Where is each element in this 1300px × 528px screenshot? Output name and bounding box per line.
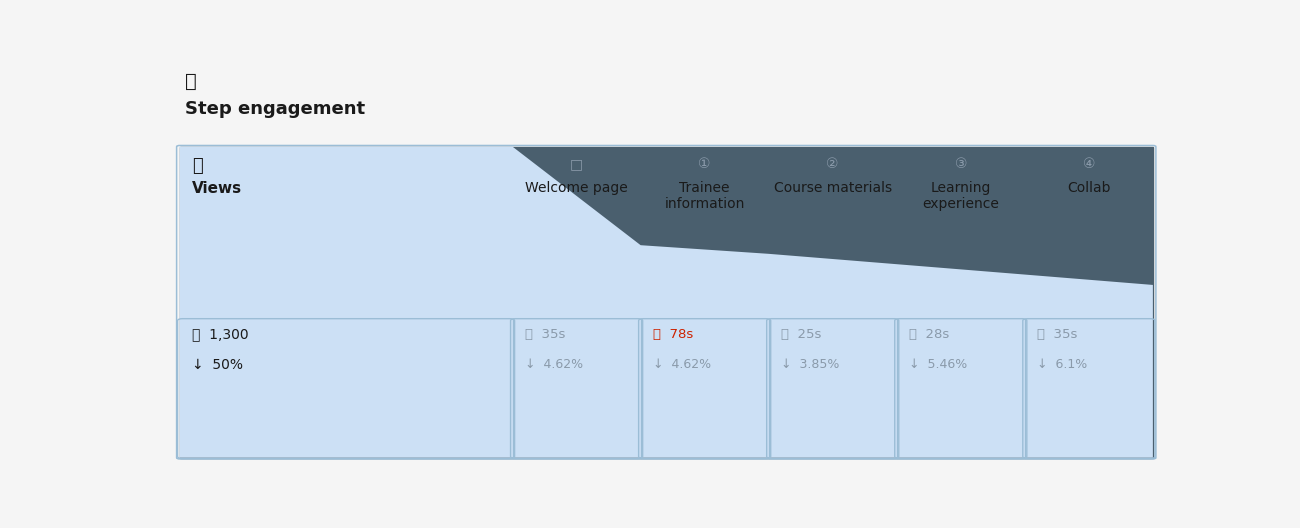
- Text: ④: ④: [1083, 157, 1095, 171]
- Text: ⏱  78s: ⏱ 78s: [653, 327, 693, 341]
- Text: Welcome page: Welcome page: [525, 181, 628, 195]
- Text: ↓  4.62%: ↓ 4.62%: [653, 358, 711, 371]
- Text: ⦿: ⦿: [191, 157, 203, 175]
- Text: 🗐: 🗐: [185, 71, 196, 90]
- Text: ↓  5.46%: ↓ 5.46%: [909, 358, 967, 371]
- Polygon shape: [179, 147, 1153, 458]
- Text: ①: ①: [698, 157, 711, 171]
- Text: Collab: Collab: [1067, 181, 1110, 195]
- Text: ↓  6.1%: ↓ 6.1%: [1037, 358, 1087, 371]
- Text: ↓  50%: ↓ 50%: [191, 358, 243, 372]
- Text: Views: Views: [191, 181, 242, 196]
- Text: Trainee
information: Trainee information: [664, 181, 745, 211]
- Text: Course materials: Course materials: [774, 181, 892, 195]
- Text: ⏱  35s: ⏱ 35s: [525, 327, 566, 341]
- Text: Step engagement: Step engagement: [185, 100, 365, 118]
- Text: ③: ③: [954, 157, 967, 171]
- Text: Learning
experience: Learning experience: [922, 181, 1000, 211]
- Text: ⦿  1,300: ⦿ 1,300: [191, 327, 248, 342]
- Text: ↓  4.62%: ↓ 4.62%: [525, 358, 582, 371]
- Text: ⏱  25s: ⏱ 25s: [781, 327, 822, 341]
- Text: ②: ②: [827, 157, 839, 171]
- Text: □: □: [569, 157, 584, 171]
- Text: ⏱  28s: ⏱ 28s: [909, 327, 949, 341]
- Text: ⏱  35s: ⏱ 35s: [1037, 327, 1078, 341]
- Bar: [179, 147, 1153, 458]
- Text: ↓  3.85%: ↓ 3.85%: [781, 358, 840, 371]
